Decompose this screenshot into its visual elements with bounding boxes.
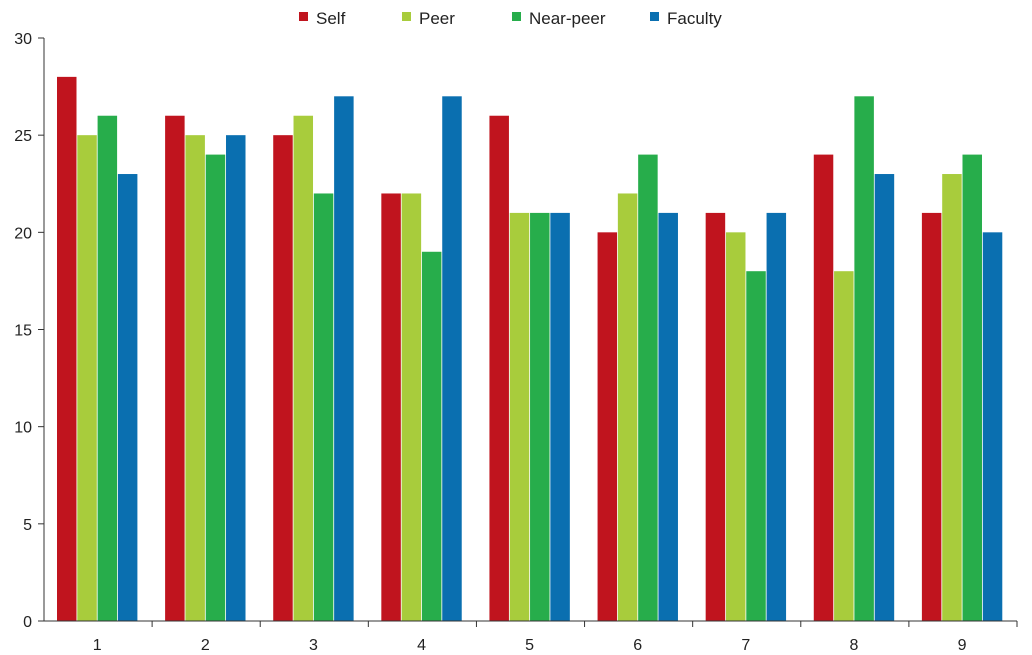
bar-peer-1: [77, 135, 97, 622]
y-tick-label-15: 15: [14, 323, 32, 340]
bar-near-peer-7: [746, 271, 766, 621]
x-tick-label-3: 3: [309, 637, 318, 654]
bar-faculty-8: [874, 174, 895, 621]
bars: [57, 76, 1003, 622]
bar-self-6: [597, 232, 618, 621]
bar-self-5: [489, 115, 509, 621]
axes: 0 5 10 15 20 25 30 1 2 3 4 5 6 7 8 9: [14, 31, 1018, 654]
bar-near-peer-4: [421, 251, 442, 621]
bar-faculty-3: [334, 96, 354, 622]
x-tick-label-4: 4: [417, 637, 426, 654]
y-tick-label-25: 25: [14, 128, 32, 145]
legend-swatch-self: [299, 12, 308, 21]
bar-near-peer-6: [638, 154, 658, 621]
x-tick-label-5: 5: [525, 637, 534, 654]
bar-peer-9: [942, 174, 962, 621]
legend-swatch-near-peer: [512, 12, 521, 21]
bar-faculty-5: [550, 212, 570, 621]
x-tick-label-9: 9: [958, 637, 967, 654]
y-tick-label-20: 20: [14, 225, 32, 242]
y-tick-label-0: 0: [23, 614, 32, 631]
bar-peer-3: [293, 115, 314, 621]
x-tick-label-8: 8: [850, 637, 859, 654]
bar-self-9: [921, 212, 942, 621]
bar-near-peer-2: [205, 154, 226, 621]
bar-self-3: [273, 135, 293, 622]
legend-label-near-peer: Near-peer: [529, 9, 606, 28]
x-tick-label-7: 7: [741, 637, 750, 654]
bar-self-7: [705, 212, 726, 621]
x-tick-label-6: 6: [633, 637, 642, 654]
bar-peer-5: [509, 212, 530, 621]
y-tick-label-10: 10: [14, 420, 32, 437]
y-tick-label-5: 5: [23, 517, 32, 534]
bar-peer-7: [725, 232, 746, 621]
bar-near-peer-1: [97, 115, 118, 621]
bar-near-peer-5: [530, 212, 550, 621]
x-tick-label-1: 1: [93, 637, 102, 654]
bar-peer-8: [834, 271, 854, 621]
bar-peer-6: [617, 193, 638, 621]
legend-label-peer: Peer: [419, 9, 455, 28]
bar-faculty-7: [766, 212, 787, 621]
bar-faculty-6: [658, 212, 678, 621]
bar-near-peer-3: [313, 193, 334, 621]
bar-self-2: [165, 115, 185, 621]
legend-label-self: Self: [316, 9, 346, 28]
legend-swatch-peer: [402, 12, 411, 21]
bar-peer-4: [401, 193, 422, 621]
bar-faculty-4: [442, 96, 462, 622]
bar-self-8: [813, 154, 834, 621]
bar-faculty-2: [226, 135, 246, 622]
bar-faculty-9: [982, 232, 1003, 621]
legend: Self Peer Near-peer Faculty: [299, 9, 722, 28]
legend-label-faculty: Faculty: [667, 9, 722, 28]
y-tick-label-30: 30: [14, 31, 32, 48]
bar-faculty-1: [117, 174, 138, 621]
bar-peer-2: [185, 135, 205, 622]
x-tick-label-2: 2: [201, 637, 210, 654]
bar-near-peer-8: [854, 96, 874, 622]
legend-swatch-faculty: [650, 12, 659, 21]
bar-near-peer-9: [962, 154, 982, 621]
bar-self-1: [57, 76, 77, 622]
bar-self-4: [381, 193, 401, 621]
